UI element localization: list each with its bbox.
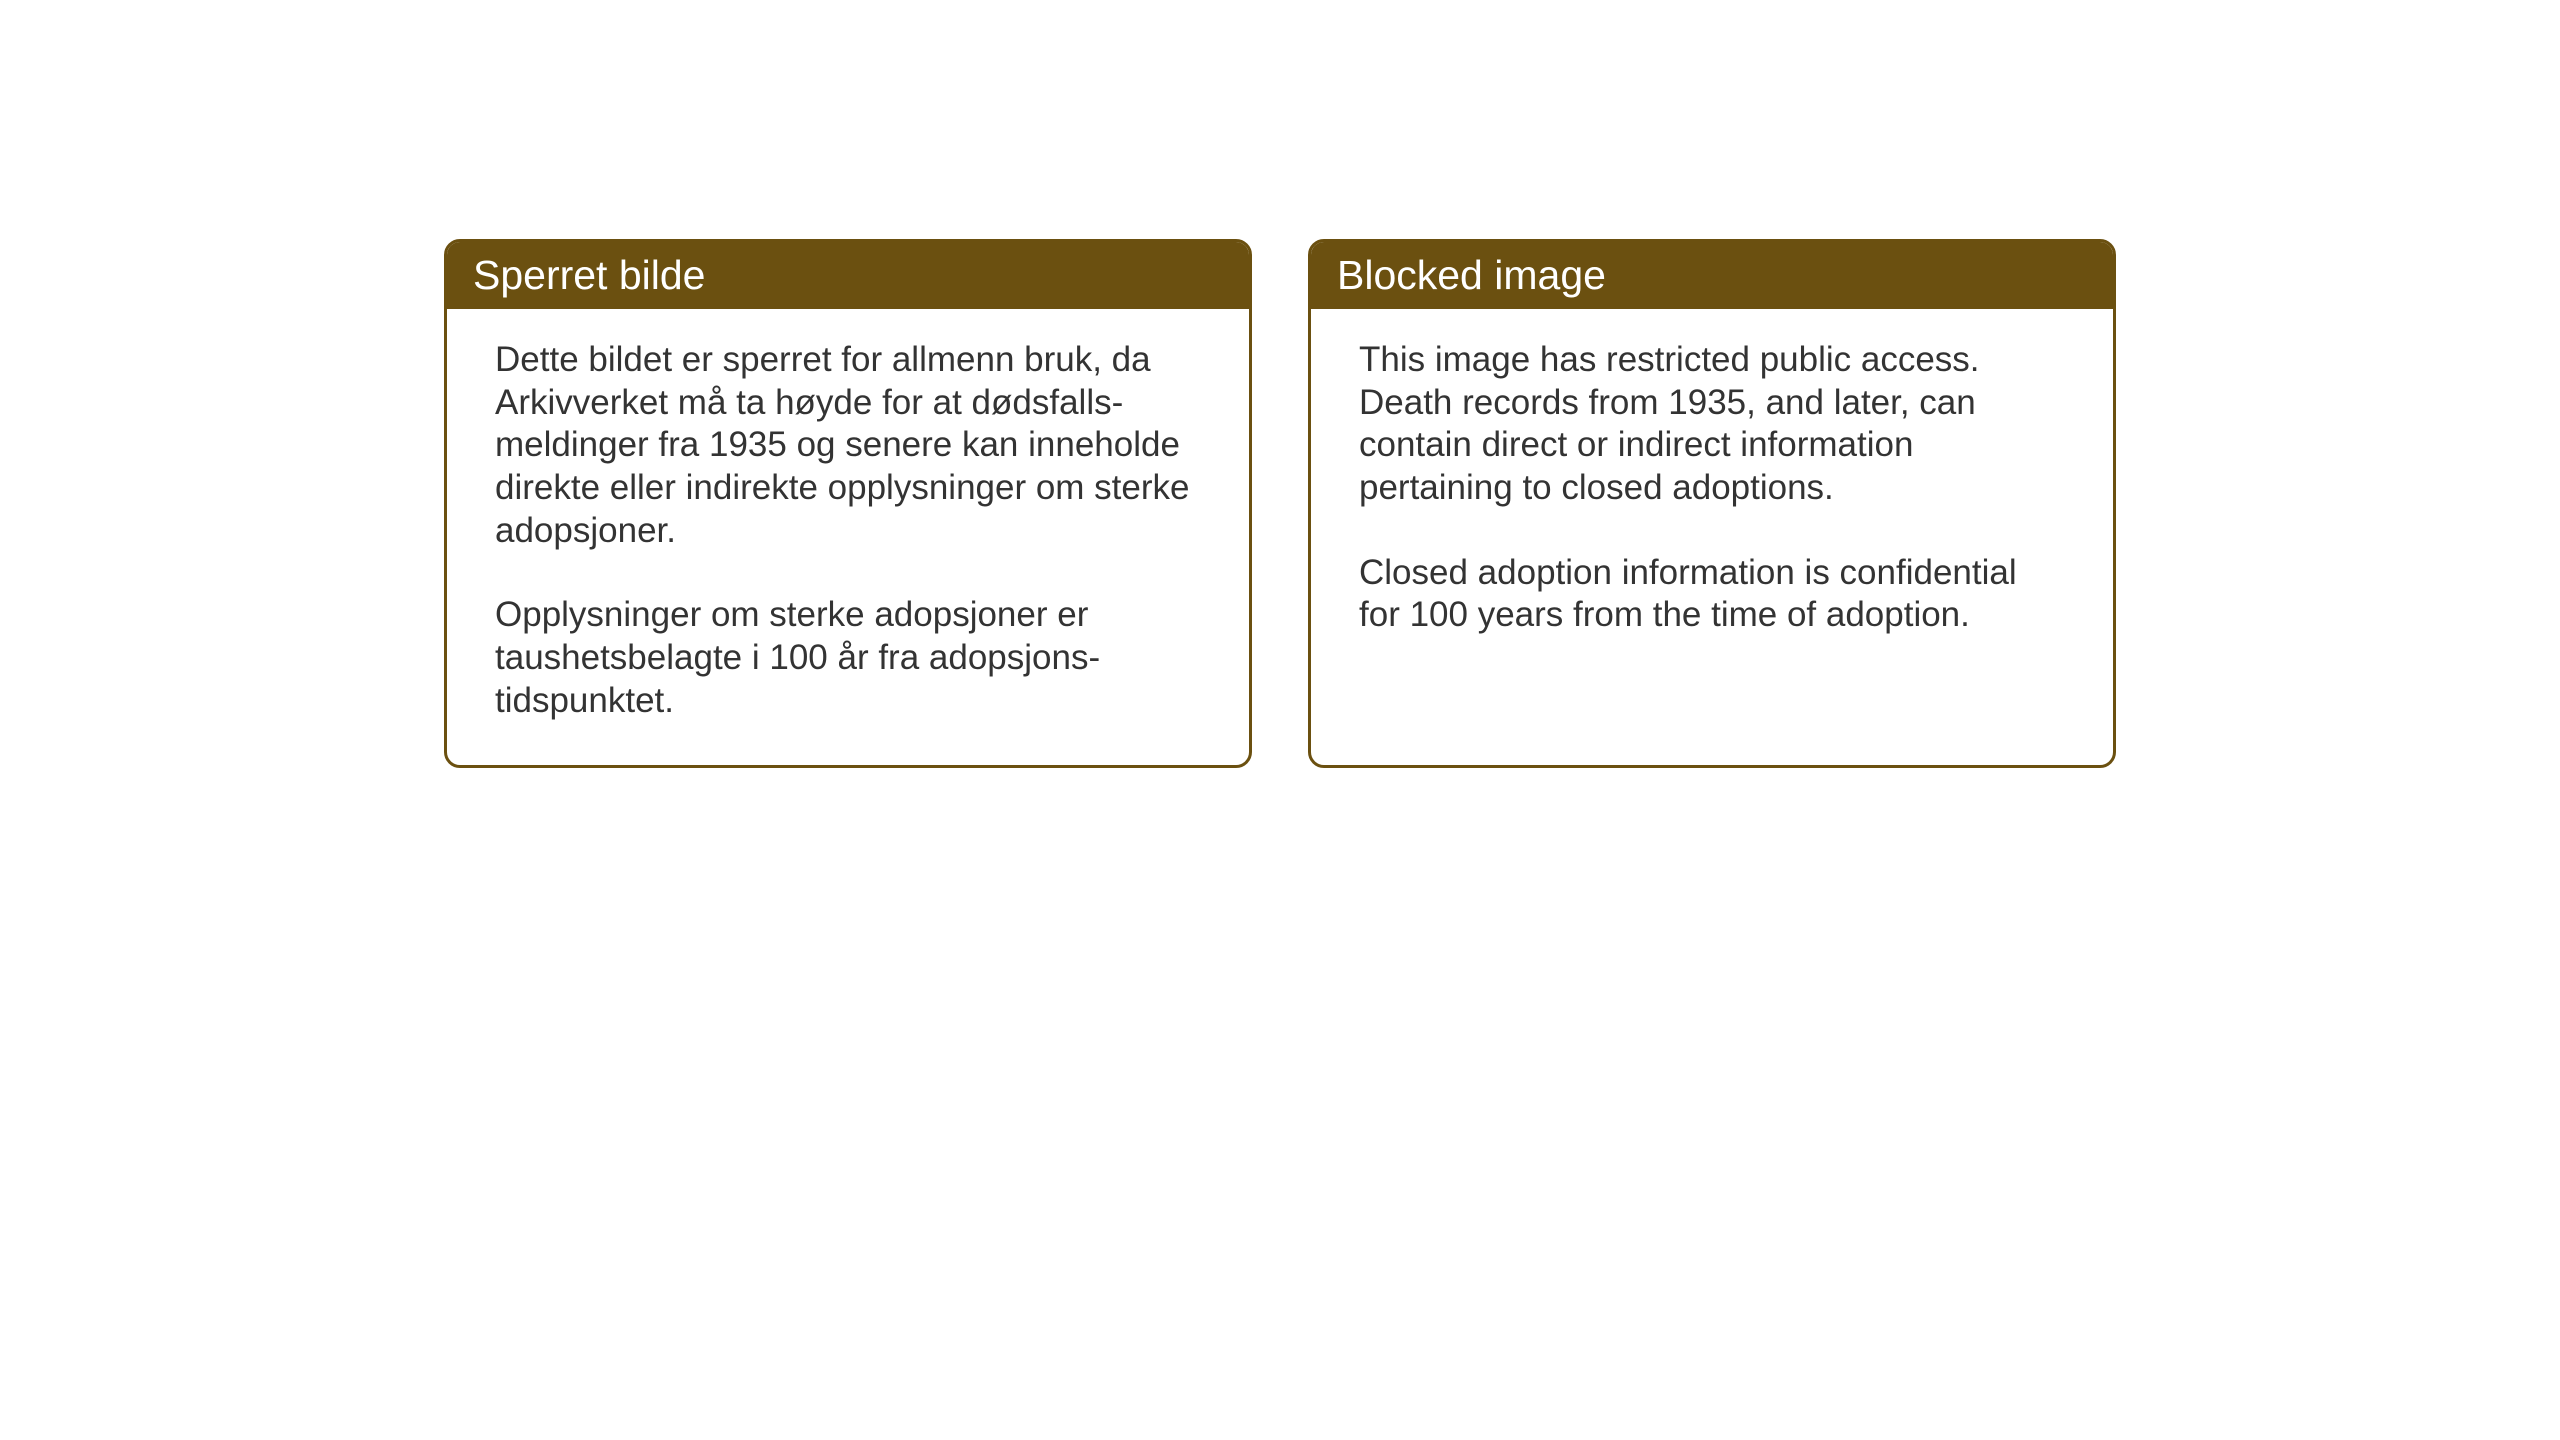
norwegian-notice-card: Sperret bilde Dette bildet er sperret fo… [444, 239, 1252, 768]
english-paragraph-1: This image has restricted public access.… [1359, 339, 2065, 510]
norwegian-card-body: Dette bildet er sperret for allmenn bruk… [447, 309, 1249, 765]
norwegian-paragraph-1: Dette bildet er sperret for allmenn bruk… [495, 339, 1201, 552]
english-card-title: Blocked image [1311, 242, 2113, 309]
english-card-body: This image has restricted public access.… [1311, 309, 2113, 679]
norwegian-card-title: Sperret bilde [447, 242, 1249, 309]
norwegian-paragraph-2: Opplysninger om sterke adopsjoner er tau… [495, 594, 1201, 722]
english-paragraph-2: Closed adoption information is confident… [1359, 552, 2065, 637]
english-notice-card: Blocked image This image has restricted … [1308, 239, 2116, 768]
notice-container: Sperret bilde Dette bildet er sperret fo… [444, 239, 2116, 768]
